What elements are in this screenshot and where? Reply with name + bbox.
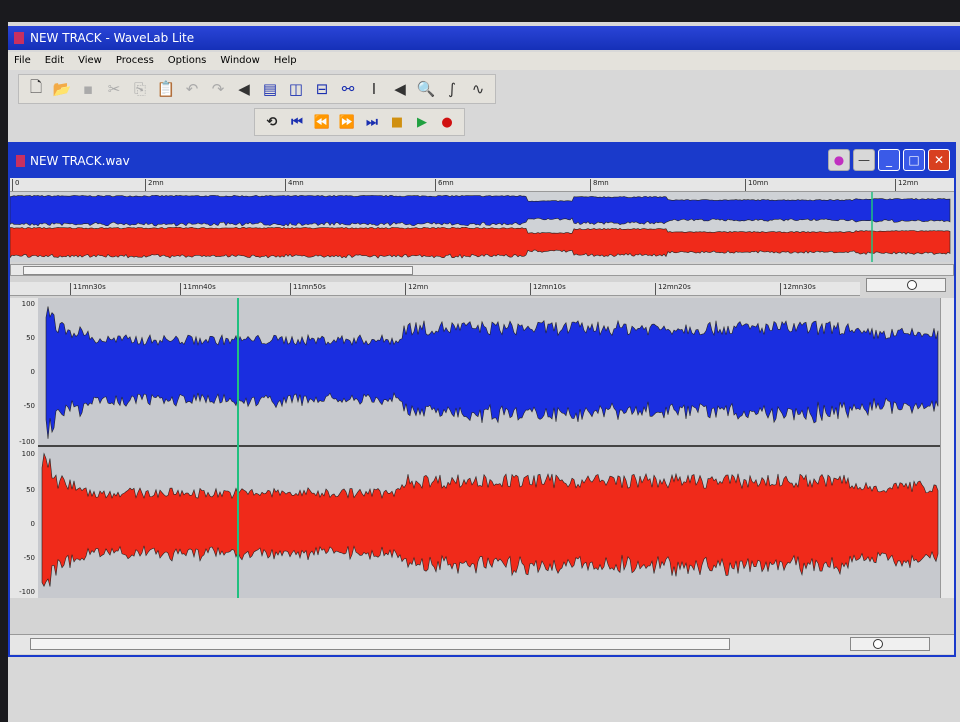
cut-icon[interactable]: ✂	[107, 80, 121, 98]
overview-ruler: 0 2mn 4mn 6mn 8mn 10mn 12mn	[10, 178, 954, 192]
close-button[interactable]: ✕	[928, 149, 950, 171]
overview-zoom-slider[interactable]	[866, 278, 946, 292]
paste-icon[interactable]: 📋	[156, 80, 176, 98]
ruler-label: 6mn	[435, 179, 454, 191]
ruler-label: 10mn	[745, 179, 768, 191]
scroll-thumb[interactable]	[23, 266, 413, 275]
y-label: 100	[21, 450, 35, 458]
new-file-icon[interactable]: 🗋	[29, 77, 43, 96]
document-titlebar: NEW TRACK.wav ● — _ □ ✕	[10, 144, 954, 178]
y-label: -50	[23, 554, 35, 562]
open-file-icon[interactable]: 📂	[52, 80, 72, 98]
menu-edit[interactable]: Edit	[44, 55, 65, 66]
menu-window[interactable]: Window	[220, 55, 260, 66]
ruler-label: 8mn	[590, 179, 609, 191]
app-title: NEW TRACK - WaveLab Lite	[30, 31, 195, 45]
menu-process[interactable]: Process	[115, 55, 154, 66]
screen: NEW TRACK - WaveLab Lite File Edit View …	[8, 22, 960, 722]
app-icon	[14, 32, 24, 44]
ruler-label: 12mn20s	[655, 283, 691, 295]
bar-icon[interactable]: —	[853, 149, 875, 171]
y-label: -100	[19, 588, 35, 596]
menu-options[interactable]: Options	[167, 55, 207, 66]
y-label: -50	[23, 402, 35, 410]
ruler-label: 12mn	[895, 179, 918, 191]
app-titlebar: NEW TRACK - WaveLab Lite	[8, 26, 960, 50]
speaker-tool-icon[interactable]: ◀	[394, 80, 406, 98]
ruler-label: 11mn40s	[180, 283, 216, 295]
left-channel-waveform	[45, 306, 939, 439]
copy-icon[interactable]: ⎘	[133, 80, 146, 98]
split-horizontal-icon[interactable]: ⊟	[315, 80, 329, 98]
ruler-label: 4mn	[285, 179, 304, 191]
ruler-label: 2mn	[145, 179, 164, 191]
vertical-zoom-scrollbar[interactable]	[940, 298, 954, 598]
y-label: -100	[19, 438, 35, 446]
split-view-icon[interactable]: ◫	[288, 80, 304, 98]
ruler-label: 12mn	[405, 283, 428, 295]
y-label: 100	[21, 300, 35, 308]
overview-waveform[interactable]	[10, 192, 954, 262]
go-start-icon[interactable]: ⏮	[291, 114, 303, 130]
record-icon[interactable]: ●	[441, 114, 453, 130]
main-zoom-slider[interactable]	[850, 637, 930, 651]
ruler-label: 11mn30s	[70, 283, 106, 295]
menu-help[interactable]: Help	[273, 55, 297, 66]
scroll-thumb[interactable]	[30, 638, 730, 650]
loop-icon[interactable]: ⟲	[266, 114, 278, 130]
link-icon[interactable]: ⚯	[341, 80, 355, 98]
y-label: 50	[26, 486, 35, 494]
main-toolbar: 🗋 📂 ▪ ✂ ⎘ 📋 ↶ ↷ ◀ ▤ ◫ ⊟ ⚯ I ◀ 🔍 ∫ ∿	[18, 74, 496, 104]
go-end-icon[interactable]: ⏭	[366, 114, 378, 130]
rewind-icon[interactable]: ⏪	[313, 114, 331, 130]
ruler-label: 12mn30s	[780, 283, 816, 295]
play-icon[interactable]: ▶	[417, 114, 427, 130]
zoom-icon[interactable]: 🔍	[416, 80, 436, 98]
ruler-label: 12mn10s	[530, 283, 566, 295]
y-label: 0	[30, 520, 35, 528]
bottom-scrollbar[interactable]	[10, 634, 954, 654]
undo-icon[interactable]: ↶	[185, 80, 199, 98]
main-waveform[interactable]	[38, 298, 940, 598]
menu-view[interactable]: View	[78, 55, 102, 66]
ruler-label: 0	[12, 179, 19, 191]
menubar: File Edit View Process Options Window He…	[8, 52, 960, 70]
fast-forward-icon[interactable]: ⏩	[338, 114, 356, 130]
marker-icon[interactable]: ●	[828, 149, 850, 171]
pencil-icon[interactable]: ∫	[448, 80, 456, 98]
document-body: 0 2mn 4mn 6mn 8mn 10mn 12mn 11mn30s 11mn…	[10, 178, 954, 655]
document-icon	[16, 155, 25, 167]
y-label: 50	[26, 334, 35, 342]
minimize-button[interactable]: _	[878, 149, 900, 171]
redo-icon[interactable]: ↷	[211, 80, 225, 98]
document-window: NEW TRACK.wav ● — _ □ ✕ 0 2mn 4mn 6mn 8m…	[8, 142, 956, 657]
cursor-icon[interactable]: I	[371, 80, 377, 98]
y-label: 0	[30, 368, 35, 376]
curve-icon[interactable]: ∿	[471, 80, 485, 98]
overview-left-channel	[10, 194, 951, 227]
stop-icon[interactable]: ■	[390, 114, 404, 130]
save-icon[interactable]: ▪	[82, 80, 94, 98]
main-ruler: 11mn30s 11mn40s 11mn50s 12mn 12mn10s 12m…	[10, 282, 860, 296]
transport-bar: ⟲ ⏮ ⏪ ⏩ ⏭ ■ ▶ ●	[254, 108, 465, 136]
ruler-label: 11mn50s	[290, 283, 326, 295]
menu-file[interactable]: File	[14, 55, 31, 66]
overview-scrollbar[interactable]	[10, 264, 954, 276]
overview-right-channel	[10, 226, 951, 259]
document-title: NEW TRACK.wav	[30, 154, 130, 168]
view-icon[interactable]: ▤	[262, 80, 278, 98]
y-axis: 100 50 0 -50 -100 100 50 0 -50 -100	[10, 298, 38, 598]
maximize-button[interactable]: □	[903, 149, 925, 171]
speaker-icon[interactable]: ◀	[238, 80, 250, 98]
right-channel-waveform	[41, 452, 939, 587]
